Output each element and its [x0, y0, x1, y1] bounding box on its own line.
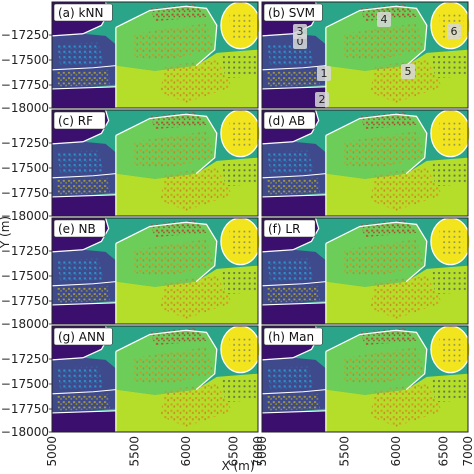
- panel-label-box: [263, 219, 316, 238]
- panel-frame: [51, 1, 259, 109]
- panel-frame: [261, 325, 469, 433]
- panel-label: (b) SVM: [268, 6, 315, 20]
- panel-label-box: [53, 219, 106, 238]
- zone-number-box: [315, 92, 329, 107]
- y-tick-label: −17750: [1, 402, 49, 416]
- y-tick-label: −17250: [1, 352, 49, 366]
- panel-frame: [261, 109, 469, 217]
- y-tick-labels: −17250 −17500 −17750 −18000 −17250 −17500 −177…: [1, 28, 52, 439]
- y-tick-label: −17500: [1, 377, 49, 391]
- panel-label-box: [53, 3, 113, 22]
- panel-label: (g) ANN: [58, 330, 105, 344]
- panel-label: (f) LR: [268, 222, 300, 236]
- panel-label-box: [263, 3, 323, 22]
- panel-frame: [261, 217, 469, 325]
- x-tick-label: 6500: [226, 436, 240, 467]
- panel-label: (h) Man: [268, 330, 314, 344]
- zone-number-box: [401, 64, 415, 79]
- y-tick-label: −17250: [1, 136, 49, 150]
- zone-number: 6: [451, 25, 458, 38]
- zone-number: 0: [297, 35, 304, 48]
- x-tick-label: 6000: [179, 436, 193, 467]
- panel-label-box: [263, 327, 323, 346]
- panel-frame: [51, 325, 259, 433]
- y-tick-label: −17250: [1, 244, 49, 258]
- zone-number-labels: 0 1 2 3 4 5 6: [293, 12, 461, 107]
- panel-frame: [261, 1, 469, 109]
- zone-number-box: [317, 66, 331, 81]
- y-tick-label: −18000: [1, 101, 49, 115]
- y-tick-label: −18000: [1, 317, 49, 331]
- x-tick-label: 7000: [461, 436, 474, 467]
- y-tick-label: −17250: [1, 28, 49, 42]
- zone-number: 5: [405, 65, 412, 78]
- panel-grid: (a) kNN (b) SVM (c) RF (d) AB (e) NB (f) LR (g…: [51, 1, 471, 433]
- panel-label: (e) NB: [58, 222, 96, 236]
- zone-number: 4: [381, 13, 388, 26]
- zone-number: 1: [321, 67, 328, 80]
- panel-label: (d) AB: [268, 114, 305, 128]
- x-axis-label: X (m): [221, 459, 254, 473]
- y-tick-label: −17750: [1, 294, 49, 308]
- x-tick-label: 5000: [255, 436, 269, 467]
- y-tick-label: −17750: [1, 186, 49, 200]
- x-tick-label: 5000: [45, 436, 59, 467]
- zone-number-box: [447, 24, 461, 39]
- panel-label-box: [53, 111, 106, 130]
- y-axis-label: Y (m): [0, 216, 12, 249]
- x-tick-label: 5500: [127, 436, 141, 467]
- y-tick-label: −17750: [1, 78, 49, 92]
- panel-label-box: [263, 111, 316, 130]
- zone-number-box: [377, 12, 391, 27]
- panel-frame: [51, 109, 259, 217]
- x-tick-label: 5500: [337, 436, 351, 467]
- panel-label: (a) kNN: [58, 6, 103, 20]
- y-tick-label: −17500: [1, 53, 49, 67]
- zone-number: 3: [297, 25, 304, 38]
- x-tick-label: 7000: [251, 436, 265, 467]
- panel-label: (c) RF: [58, 114, 93, 128]
- panel-frame: [51, 217, 259, 325]
- y-tick-label: −18000: [1, 425, 49, 439]
- y-tick-label: −18000: [1, 209, 49, 223]
- x-tick-label: 6500: [436, 436, 450, 467]
- y-tick-label: −17500: [1, 269, 49, 283]
- zone-number-box: [293, 24, 307, 39]
- x-tick-label: 6000: [389, 436, 403, 467]
- y-tick-label: −17500: [1, 161, 49, 175]
- panel-label-box: [53, 327, 113, 346]
- zone-number: 2: [319, 93, 326, 106]
